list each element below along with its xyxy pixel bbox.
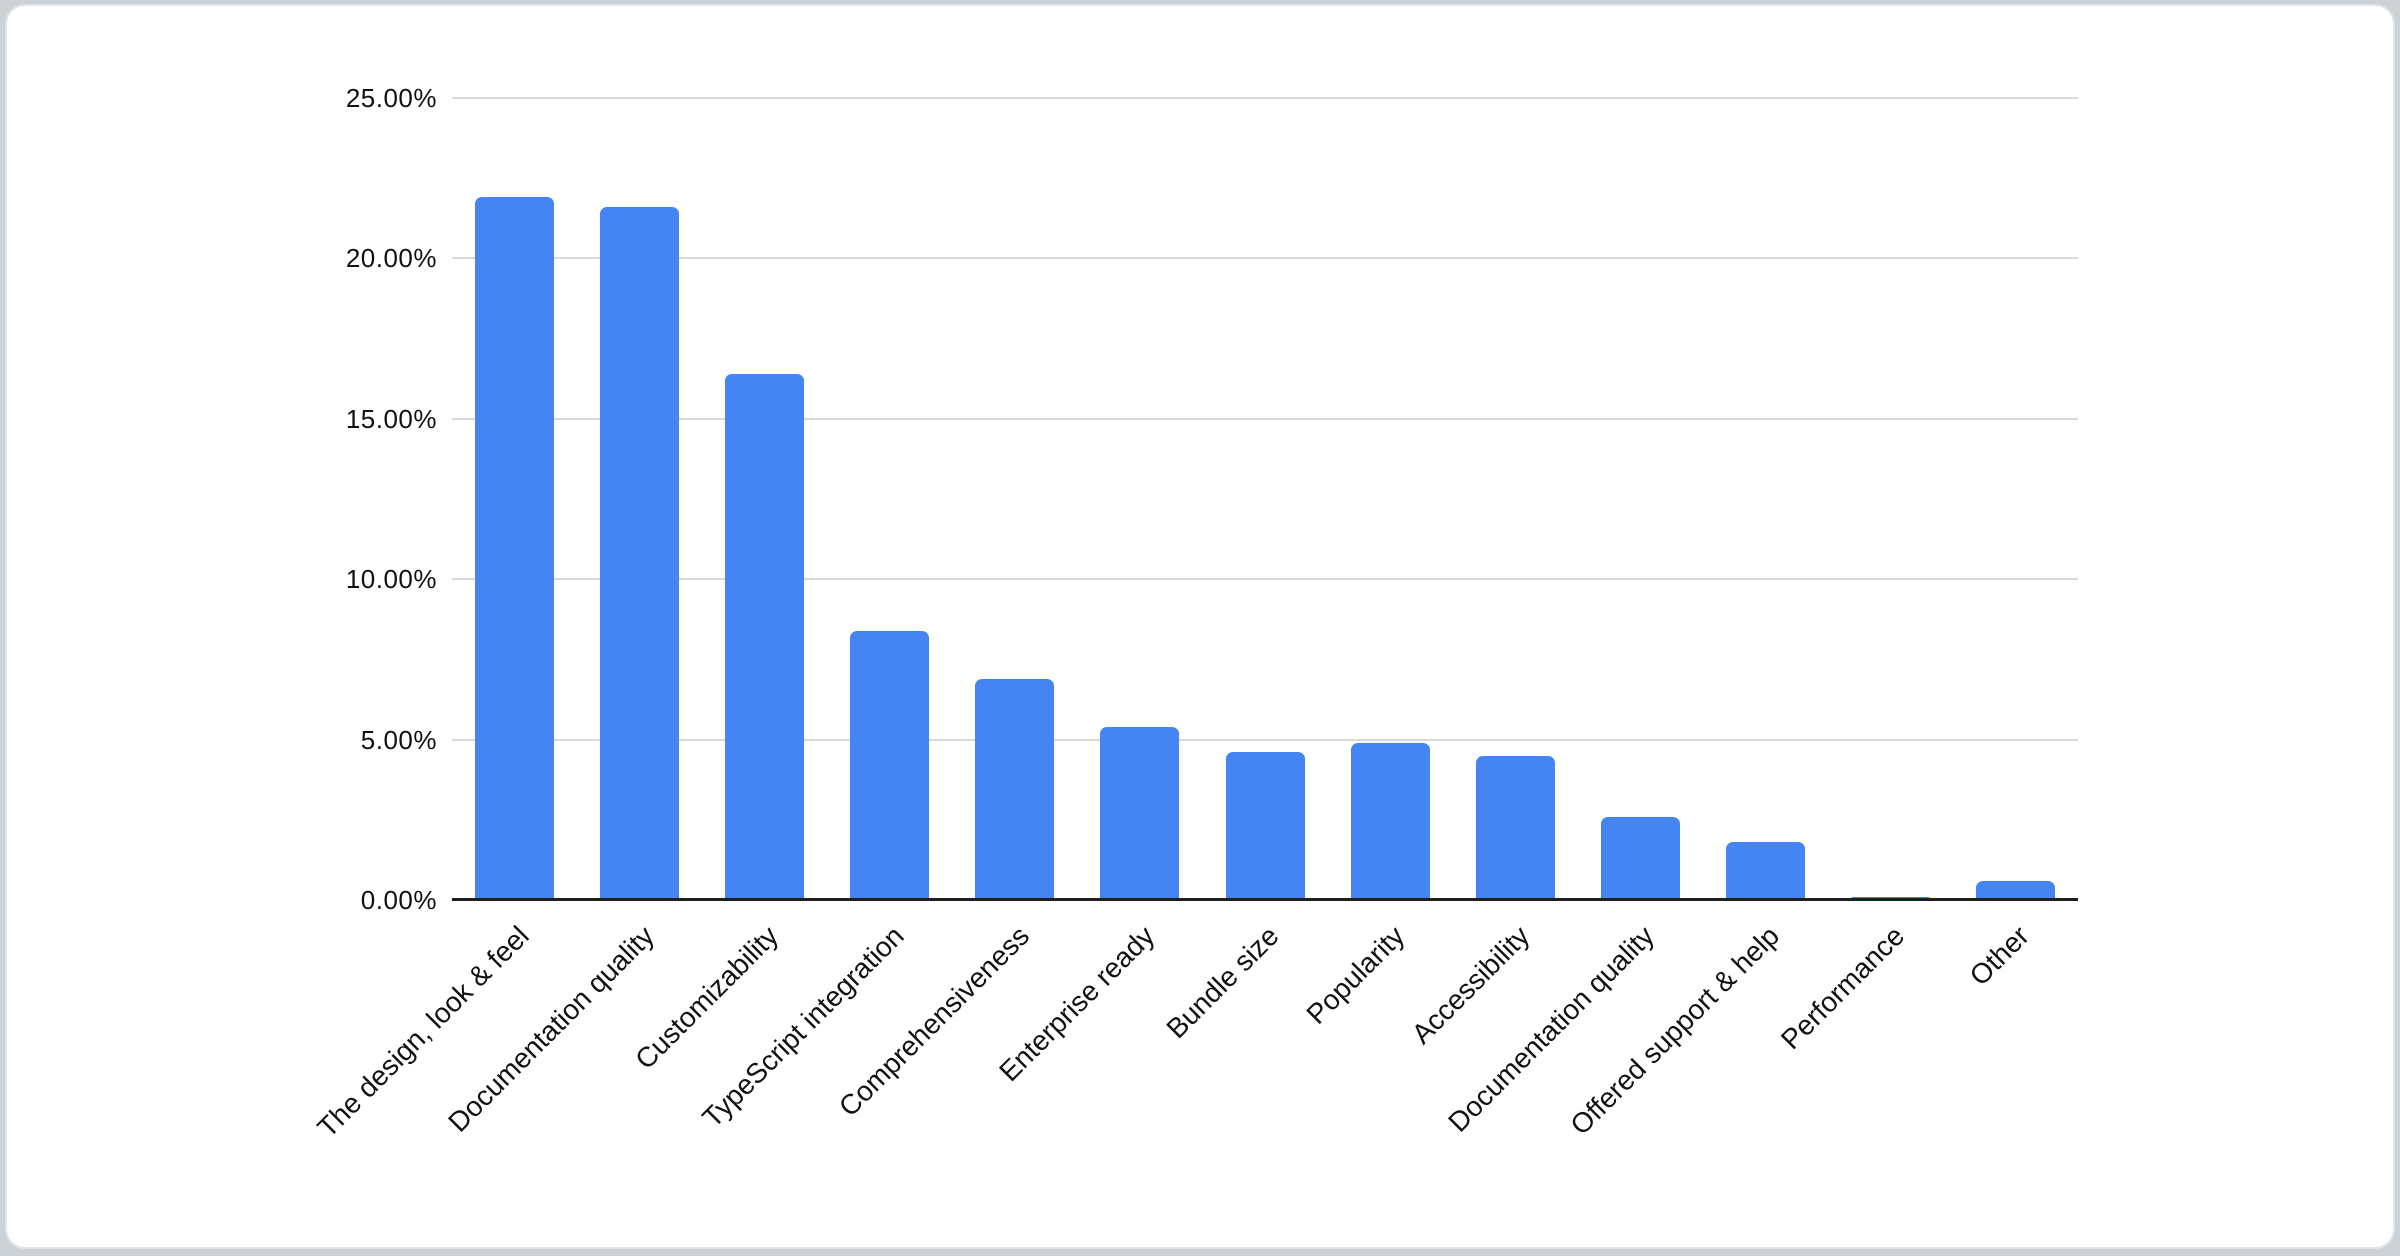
y-tick-label: 25.00% bbox=[345, 83, 437, 113]
bar[interactable] bbox=[850, 630, 930, 900]
bar[interactable] bbox=[600, 207, 680, 900]
y-tick-label: 0.00% bbox=[360, 885, 437, 915]
bar[interactable] bbox=[1475, 755, 1555, 900]
y-tick-label: 10.00% bbox=[345, 564, 437, 595]
x-category-label: The design, look & feel bbox=[311, 920, 535, 1144]
x-category-label: Accessibility bbox=[1405, 920, 1536, 1050]
bar[interactable] bbox=[1975, 880, 2055, 900]
x-category-label: Bundle size bbox=[1160, 920, 1285, 1045]
plot-area bbox=[452, 97, 2078, 901]
gridline bbox=[452, 417, 2078, 420]
bar[interactable] bbox=[1725, 842, 1805, 900]
y-tick-label: 15.00% bbox=[345, 403, 437, 434]
x-category-label: Popularity bbox=[1300, 920, 1410, 1030]
bar[interactable] bbox=[1100, 726, 1180, 900]
gridline bbox=[452, 97, 2078, 99]
x-axis-line bbox=[452, 898, 2078, 901]
y-tick-label: 20.00% bbox=[345, 243, 437, 274]
chart-card bbox=[5, 4, 2395, 1249]
bar[interactable] bbox=[975, 678, 1055, 900]
bar[interactable] bbox=[1225, 752, 1305, 900]
bar[interactable] bbox=[475, 197, 555, 900]
y-axis: 25.00% 20.00% 15.00% 10.00% 5.00% 0.00% bbox=[0, 0, 437, 1256]
bar[interactable] bbox=[725, 373, 805, 900]
x-category-label: Documentation quality bbox=[441, 920, 660, 1138]
gridline bbox=[452, 738, 2078, 741]
gridline bbox=[452, 578, 2078, 581]
bar[interactable] bbox=[1350, 742, 1430, 900]
x-category-label: Performance bbox=[1775, 920, 1911, 1056]
x-category-label: Offered support & help bbox=[1564, 920, 1786, 1141]
y-tick-label: 5.00% bbox=[360, 724, 437, 755]
bar[interactable] bbox=[1600, 816, 1680, 900]
gridline bbox=[452, 257, 2078, 260]
x-category-label: Documentation quality bbox=[1442, 920, 1661, 1138]
x-category-label: Other bbox=[1963, 920, 2036, 992]
